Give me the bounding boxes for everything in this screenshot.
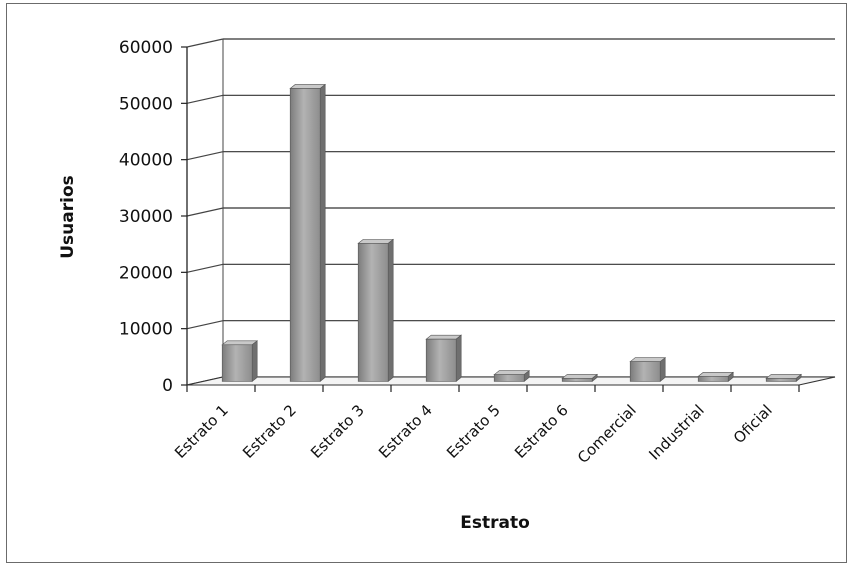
bar-side [455,334,462,383]
bar-estrato-2 [289,83,327,383]
x-tick-label: Estrato 4 [375,401,436,462]
x-tick-label: Estrato 2 [239,401,300,462]
bar-oficial [765,373,803,383]
y-tick-label: 10000 [119,320,173,340]
bar-top [493,370,531,375]
gridline-diag [186,38,224,48]
bar-front [629,361,661,382]
bar-top [289,84,327,89]
x-tick-label: Oficial [730,401,776,447]
x-tick-label: Industrial [645,401,707,463]
y-tick-label: 0 [162,376,173,396]
bar-top [697,372,735,377]
y-tick-label: 40000 [119,151,173,171]
x-tick-label: Estrato 3 [307,401,368,462]
bar-top [629,357,667,362]
x-tick-label: Estrato 6 [511,401,572,462]
bar-estrato-5 [493,370,531,383]
bar-front [697,376,729,382]
bar-front [221,344,253,382]
bar-estrato-4 [425,334,463,383]
bar-comercial [629,357,667,383]
y-tick-label: 20000 [119,263,173,283]
x-tick-labels: Estrato 1 Estrato 2 Estrato 3 Estrato 4 Estr… [171,401,776,467]
bar-front [493,374,525,382]
y-tick-label: 30000 [119,207,173,227]
gridline-diag [186,151,224,161]
bar-front [425,338,457,382]
chart-frame: 0 10000 20000 30000 40000 50000 60000 Estrato … [6,3,847,563]
gridline-diag [186,207,224,217]
x-tick-label: Estrato 1 [171,401,232,462]
bar-estrato-1 [221,340,259,383]
axes [181,39,836,392]
y-tick-labels: 0 10000 20000 30000 40000 50000 60000 [119,38,173,396]
bar-front [357,243,389,382]
bar-top [425,334,463,340]
x-axis-title: Estrato [460,513,530,533]
bar-front [765,378,797,382]
bar-estrato-6 [561,373,599,383]
bar-chart: 0 10000 20000 30000 40000 50000 60000 Estrato … [58,38,836,533]
bar-top [357,239,395,244]
bars [221,83,803,383]
y-tick-label: 60000 [119,38,173,58]
bar-top [561,374,599,379]
bar-side [319,83,326,383]
bar-side [659,357,666,383]
bar-side [387,238,394,383]
y-tick-label: 50000 [119,94,173,114]
bar-side [251,340,258,383]
gridlines [186,38,835,386]
x-tick-label: Comercial [574,401,640,467]
x-tick-label: Estrato 5 [443,401,504,462]
bar-top [221,340,259,346]
bar-top [765,374,803,379]
gridline-diag [186,94,224,104]
gridline-diag [186,320,224,330]
y-axis-title: Usuarios [58,175,78,259]
bar-industrial [697,371,735,383]
bar-estrato-3 [357,238,395,383]
bar-front [561,378,593,382]
gridline-diag [186,263,224,273]
bar-front [289,88,321,382]
